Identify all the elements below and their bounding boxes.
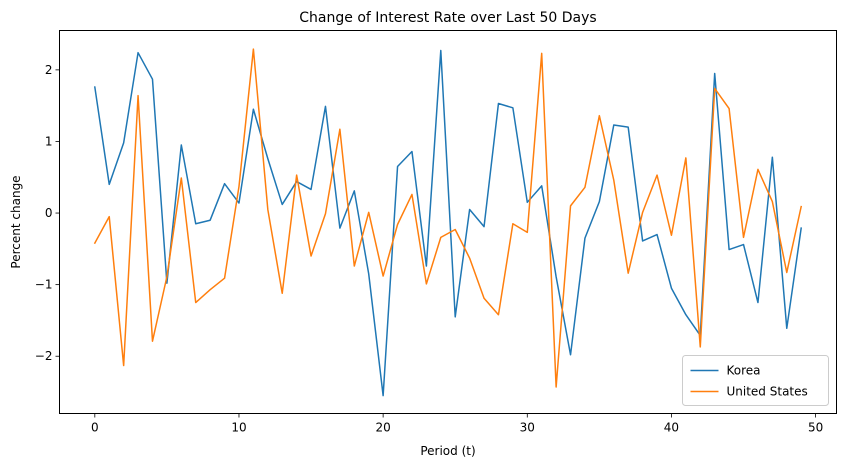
chart-title: Change of Interest Rate over Last 50 Day… [299, 10, 596, 26]
x-axis: 0 10 20 30 40 50 [91, 413, 823, 435]
legend-label-0: Korea [727, 364, 761, 378]
x-tick-label: 50 [808, 421, 823, 435]
y-axis: −2 −1 0 1 2 [35, 63, 60, 363]
x-tick-label: 20 [375, 421, 390, 435]
y-tick-label: 0 [45, 206, 53, 220]
x-tick-label: 10 [231, 421, 246, 435]
legend: Korea United States [682, 355, 829, 406]
x-tick-label: 0 [91, 421, 99, 435]
axes-frame [59, 30, 837, 414]
y-tick-label: −2 [35, 349, 53, 363]
y-tick-label: 2 [45, 63, 53, 77]
legend-box [682, 355, 829, 406]
x-tick-label: 40 [664, 421, 679, 435]
plot-area [93, 48, 803, 397]
y-tick-label: 1 [45, 134, 53, 148]
x-tick-label: 30 [520, 421, 535, 435]
y-axis-label: Percent change [9, 175, 23, 268]
series-line-0 [93, 49, 803, 397]
y-tick-label: −1 [35, 278, 53, 292]
x-axis-label: Period (t) [420, 444, 475, 458]
legend-label-1: United States [727, 385, 808, 399]
series-line-1 [93, 48, 803, 388]
